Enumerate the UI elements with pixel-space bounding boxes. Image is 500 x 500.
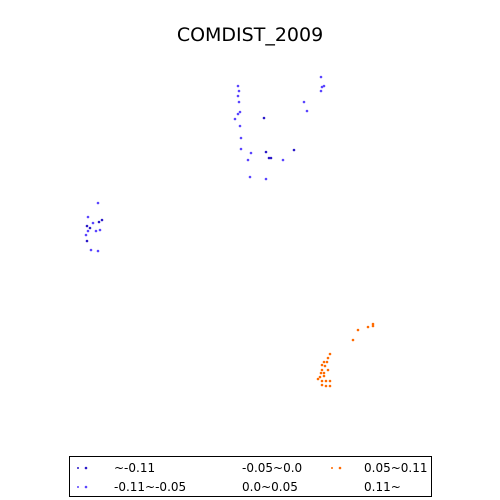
data-point bbox=[88, 226, 92, 230]
data-point bbox=[320, 379, 324, 383]
data-point bbox=[96, 249, 100, 253]
legend-label-3: -0.05~0.0 bbox=[242, 461, 303, 475]
data-point bbox=[371, 322, 375, 326]
data-point bbox=[366, 325, 370, 329]
data-point bbox=[323, 364, 327, 368]
legend-label-6: 0.11~ bbox=[364, 480, 401, 494]
data-point bbox=[316, 377, 320, 381]
legend-marker-1 bbox=[77, 466, 88, 470]
data-point bbox=[320, 85, 324, 89]
data-point bbox=[86, 229, 90, 233]
data-point bbox=[320, 368, 324, 372]
data-point bbox=[236, 94, 240, 98]
data-point bbox=[326, 368, 330, 372]
data-point bbox=[249, 151, 253, 155]
data-point bbox=[85, 224, 89, 228]
legend-label-2: -0.11~-0.05 bbox=[114, 480, 187, 494]
data-point bbox=[267, 156, 271, 160]
data-point bbox=[91, 221, 95, 225]
data-point bbox=[292, 148, 296, 152]
legend-label-4: 0.0~0.05 bbox=[242, 480, 298, 494]
data-point bbox=[324, 384, 328, 388]
legend: ~-0.11 -0.11~-0.05 -0.05~0.0 0.0~0.05 0.… bbox=[69, 456, 432, 497]
data-point bbox=[239, 147, 243, 151]
data-point bbox=[322, 371, 326, 375]
data-point bbox=[97, 220, 101, 224]
data-point bbox=[281, 158, 285, 162]
data-point bbox=[248, 175, 252, 179]
data-point bbox=[328, 352, 332, 356]
data-point bbox=[324, 379, 328, 383]
data-point bbox=[320, 363, 324, 367]
data-point bbox=[84, 233, 88, 237]
data-point bbox=[238, 124, 242, 128]
data-point bbox=[246, 158, 250, 162]
data-point bbox=[325, 360, 329, 364]
chart-title: COMDIST_2009 bbox=[176, 24, 324, 46]
data-point bbox=[328, 384, 332, 388]
legend-label-5: 0.05~0.11 bbox=[364, 461, 428, 475]
data-point bbox=[85, 239, 89, 243]
data-point bbox=[236, 112, 240, 116]
data-point bbox=[237, 100, 241, 104]
data-point bbox=[264, 177, 268, 181]
data-point bbox=[302, 100, 306, 104]
data-point bbox=[356, 328, 360, 332]
legend-marker-5 bbox=[331, 466, 342, 470]
data-point bbox=[262, 116, 266, 120]
data-point bbox=[239, 136, 243, 140]
data-point bbox=[89, 248, 93, 252]
data-point bbox=[264, 150, 268, 154]
data-point bbox=[100, 218, 104, 222]
data-point bbox=[328, 379, 332, 383]
data-point bbox=[319, 89, 323, 93]
data-point bbox=[233, 117, 237, 121]
data-point bbox=[322, 84, 326, 88]
data-point bbox=[320, 383, 324, 387]
data-point bbox=[305, 109, 309, 113]
data-point bbox=[322, 360, 326, 364]
data-point bbox=[318, 375, 322, 379]
data-point bbox=[351, 338, 355, 342]
data-point bbox=[269, 156, 273, 160]
data-point bbox=[86, 215, 90, 219]
data-point bbox=[326, 356, 330, 360]
data-point bbox=[319, 371, 323, 375]
data-point bbox=[98, 228, 102, 232]
legend-marker-2 bbox=[77, 485, 88, 489]
data-point bbox=[322, 374, 326, 378]
data-point bbox=[237, 89, 241, 93]
data-point bbox=[371, 324, 375, 328]
data-point bbox=[238, 110, 242, 114]
legend-label-1: ~-0.11 bbox=[114, 461, 156, 475]
data-point bbox=[96, 201, 100, 205]
data-point bbox=[236, 84, 240, 88]
data-point bbox=[319, 75, 323, 79]
data-point bbox=[94, 229, 98, 233]
